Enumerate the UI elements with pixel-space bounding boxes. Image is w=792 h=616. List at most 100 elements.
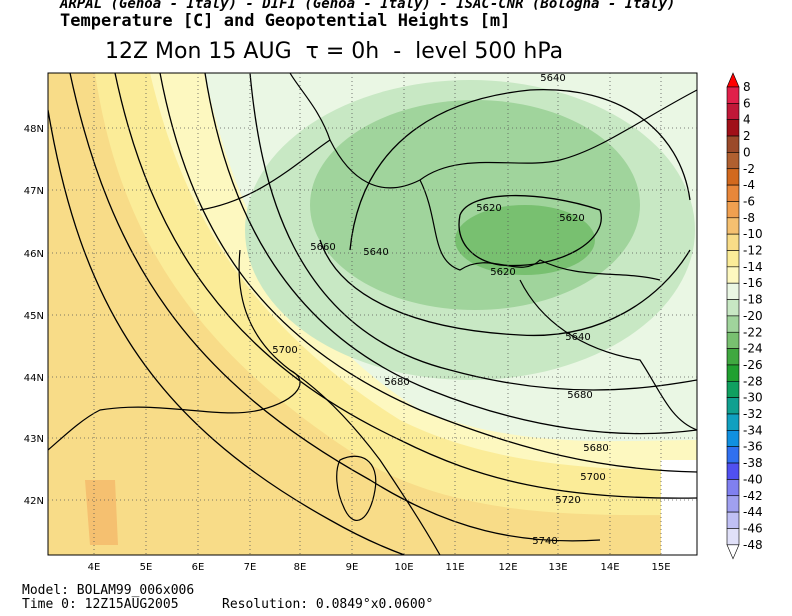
colorbar-box bbox=[726, 201, 740, 219]
contour-label: 5660 bbox=[310, 242, 335, 253]
lat-label: 43N bbox=[24, 434, 44, 445]
colorbar-box bbox=[726, 135, 740, 153]
colorbar-box bbox=[726, 397, 740, 415]
lon-label: 13E bbox=[548, 562, 567, 573]
colorbar-box bbox=[726, 299, 740, 317]
colorbar-box bbox=[726, 184, 740, 202]
colorbar-box bbox=[726, 528, 740, 546]
lat-label: 42N bbox=[24, 496, 44, 507]
contour-label: 5620 bbox=[559, 213, 584, 224]
contour-label: 5680 bbox=[567, 390, 592, 401]
contour-label: 5640 bbox=[363, 247, 388, 258]
colorbar-label: -12 bbox=[743, 244, 763, 258]
colorbar-box bbox=[726, 315, 740, 333]
colorbar-box bbox=[726, 364, 740, 382]
colorbar-label: -40 bbox=[743, 472, 763, 486]
colorbar-arrow bbox=[726, 544, 740, 560]
colorbar-box bbox=[726, 233, 740, 251]
lon-label: 11E bbox=[445, 562, 464, 573]
colorbar-box bbox=[726, 462, 740, 480]
colorbar-box bbox=[726, 152, 740, 170]
colorbar-label: -36 bbox=[743, 440, 763, 454]
lon-label: 6E bbox=[192, 562, 205, 573]
colorbar-label: -18 bbox=[743, 293, 763, 307]
colorbar-label: -32 bbox=[743, 407, 763, 421]
contour-label: 5620 bbox=[490, 267, 515, 278]
lon-label: 14E bbox=[600, 562, 619, 573]
colorbar-label: -22 bbox=[743, 325, 763, 339]
lat-label: 48N bbox=[24, 124, 44, 135]
lat-label: 44N bbox=[24, 373, 44, 384]
colorbar-label: -34 bbox=[743, 423, 763, 437]
colorbar-label: -24 bbox=[743, 342, 763, 356]
lat-label: 45N bbox=[24, 311, 44, 322]
colorbar-box bbox=[726, 479, 740, 497]
colorbar-box bbox=[726, 250, 740, 268]
colorbar-box bbox=[726, 217, 740, 235]
contour-label: 5700 bbox=[580, 472, 605, 483]
contour-labels: 5640 5620 5620 5660 5640 5620 5700 5640 … bbox=[272, 73, 608, 547]
colorbar-label: 4 bbox=[743, 113, 751, 127]
contour-label: 5680 bbox=[583, 443, 608, 454]
colorbar-box bbox=[726, 511, 740, 529]
title: Temperature [C] and Geopotential Heights… bbox=[60, 11, 510, 31]
colorbar-label: -16 bbox=[743, 276, 763, 290]
map: 48N 47N 46N 45N 44N 43N 42N 4E 5E 6E 7E … bbox=[24, 72, 698, 573]
contour-label: 5720 bbox=[555, 495, 580, 506]
footer-time: Time 0: 12Z15AUG2005 bbox=[22, 597, 179, 612]
footer-model: Model: BOLAM99_006x006 bbox=[22, 583, 194, 598]
lon-label: 4E bbox=[88, 562, 101, 573]
colorbar-arrow bbox=[726, 72, 740, 88]
contour-label: 5620 bbox=[476, 203, 501, 214]
colorbar-label: 6 bbox=[743, 96, 751, 110]
lon-label: 15E bbox=[651, 562, 670, 573]
colorbar-box bbox=[726, 495, 740, 513]
colorbar-label: 2 bbox=[743, 129, 751, 143]
subtitle: 12Z Mon 15 AUG τ = 0h - level 500 hPa bbox=[105, 39, 563, 64]
contour-label: 5700 bbox=[272, 345, 297, 356]
lon-label: 5E bbox=[140, 562, 153, 573]
colorbar-box bbox=[726, 119, 740, 137]
colorbar-box bbox=[726, 86, 740, 104]
colorbar-label: -28 bbox=[743, 374, 763, 388]
lat-label: 47N bbox=[24, 186, 44, 197]
contour-label: 5640 bbox=[540, 73, 565, 84]
colorbar: 8 6 4 2 0 -2 -4 -6 -8 -10 -12 -14 -16 -18 -20 -22 -24 -26… bbox=[726, 72, 763, 560]
graticule bbox=[48, 73, 697, 555]
footer-resolution: Resolution: 0.0849°x0.0600° bbox=[222, 597, 433, 612]
colorbar-label: -38 bbox=[743, 456, 763, 470]
colorbar-label: -4 bbox=[743, 178, 755, 192]
colorbar-box bbox=[726, 168, 740, 186]
lon-label: 7E bbox=[244, 562, 257, 573]
colorbar-box bbox=[726, 103, 740, 120]
colorbar-label: -6 bbox=[743, 194, 755, 208]
lon-label: 9E bbox=[346, 562, 359, 573]
contour-label: 5640 bbox=[565, 332, 590, 343]
colorbar-label: -8 bbox=[743, 211, 755, 225]
colorbar-label: -42 bbox=[743, 489, 763, 503]
colorbar-label: -48 bbox=[743, 538, 763, 552]
colorbar-box bbox=[726, 282, 740, 300]
colorbar-label: -30 bbox=[743, 391, 763, 405]
colorbar-label: -20 bbox=[743, 309, 763, 323]
colorbar-label: 8 bbox=[743, 80, 751, 94]
lat-label: 46N bbox=[24, 249, 44, 260]
colorbar-label: 0 bbox=[743, 145, 751, 159]
credits: ARPAL (Genoa - Italy) - DIFI (Genoa - It… bbox=[59, 0, 675, 12]
colorbar-box bbox=[726, 331, 740, 349]
lon-label: 10E bbox=[394, 562, 413, 573]
colorbar-box bbox=[726, 348, 740, 366]
colorbar-box bbox=[726, 413, 740, 431]
colorbar-box bbox=[726, 430, 740, 448]
colorbar-label: -2 bbox=[743, 162, 755, 176]
colorbar-label: -10 bbox=[743, 227, 763, 241]
colorbar-box bbox=[726, 446, 740, 464]
colorbar-box bbox=[726, 380, 740, 398]
contour-label: 5680 bbox=[384, 377, 409, 388]
colorbar-label: -26 bbox=[743, 358, 763, 372]
colorbar-label: -44 bbox=[743, 505, 763, 519]
lon-label: 12E bbox=[498, 562, 517, 573]
contour-label: 5740 bbox=[532, 536, 557, 547]
colorbar-label: -46 bbox=[743, 521, 763, 535]
